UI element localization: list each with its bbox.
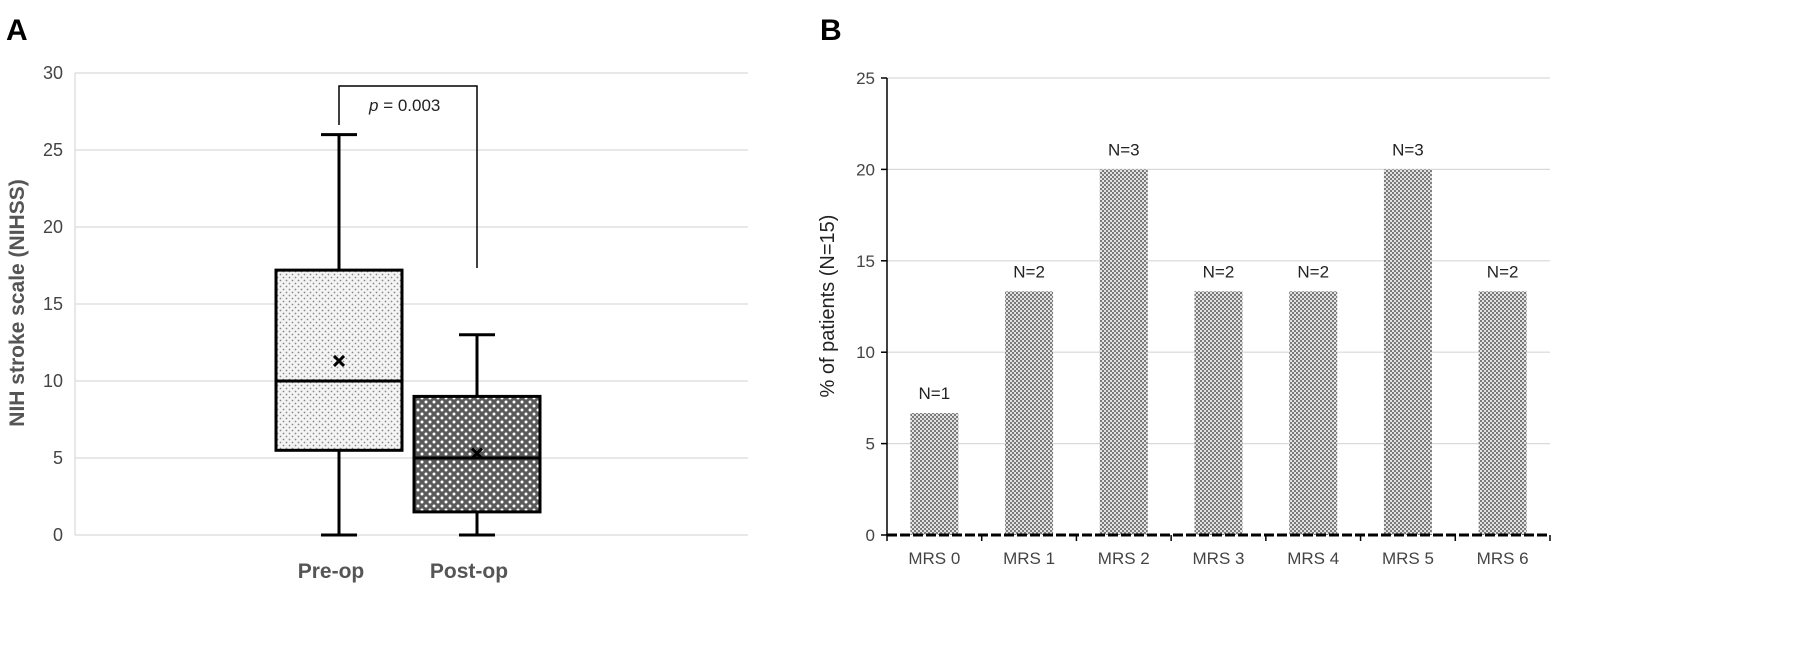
x-category-label-b-3: MRS 3 [1193, 549, 1245, 568]
p-value-label: p = 0.003 [368, 96, 440, 115]
x-category-label-a-0: Pre-op [298, 560, 365, 583]
y-ticks-a: 0 5 10 15 20 25 30 [43, 63, 63, 545]
mean-marker [332, 354, 346, 368]
y-tick-label-a-5: 5 [53, 448, 63, 468]
data-label-6: N=2 [1487, 262, 1519, 281]
x-categories-a: Pre-op Post-op [298, 560, 508, 583]
panel-a-boxplot: A NIH stroke scale (NIHSS) 051015202530 … [6, 14, 748, 583]
x-category-label-b-6: MRS 6 [1477, 549, 1529, 568]
y-tick-label-b-10: 10 [856, 343, 875, 362]
y-tick-label-a-0: 0 [53, 525, 63, 545]
y-tick-label-a-10: 10 [43, 371, 63, 391]
panel-letter-b: B [820, 14, 842, 47]
y-axis-label-a: NIH stroke scale (NIHSS) [6, 179, 29, 426]
bar-mrs-4 [1289, 291, 1338, 535]
data-label-0: N=1 [919, 384, 951, 403]
x-category-label-a-1: Post-op [430, 560, 508, 583]
bar-mrs-6 [1478, 291, 1527, 535]
boxes-a [274, 133, 542, 537]
x-category-label-b-0: MRS 0 [908, 549, 960, 568]
y-tick-label-b-5: 5 [866, 435, 875, 454]
x-category-label-b-2: MRS 2 [1098, 549, 1150, 568]
data-label-4: N=2 [1297, 262, 1329, 281]
y-tick-label-b-20: 20 [856, 160, 875, 179]
significance-bracket: p = 0.003 [338, 85, 478, 268]
panel-letter-a: A [6, 14, 28, 47]
x-categories-b: MRS 0 MRS 1 MRS 2 MRS 3 MRS 4 MRS 5 MRS 6 [908, 549, 1528, 568]
axes-b [886, 78, 1551, 541]
data-label-3: N=2 [1203, 262, 1235, 281]
box-postop [412, 333, 542, 537]
data-label-1: N=2 [1013, 262, 1045, 281]
y-tick-label-b-25: 25 [856, 69, 875, 88]
y-tick-label-a-30: 30 [43, 63, 63, 83]
bar-mrs-3 [1194, 291, 1243, 535]
y-tick-label-a-25: 25 [43, 140, 63, 160]
p-symbol: p [368, 96, 378, 115]
p-value-text: = 0.003 [378, 96, 440, 115]
bars-b [910, 169, 1527, 535]
y-tick-label-a-15: 15 [43, 294, 63, 314]
bracket-line [338, 85, 478, 268]
mean-marker [470, 447, 484, 460]
gridlines-a [74, 72, 748, 536]
bar-mrs-5 [1383, 169, 1432, 535]
data-label-2: N=3 [1108, 140, 1140, 159]
x-category-label-b-4: MRS 4 [1287, 549, 1339, 568]
bar-mrs-1 [1005, 291, 1054, 535]
y-tick-label-b-15: 15 [856, 252, 875, 271]
data-label-5: N=3 [1392, 140, 1424, 159]
x-category-label-b-5: MRS 5 [1382, 549, 1434, 568]
box-preop [274, 133, 404, 537]
bar-mrs-0 [910, 413, 959, 535]
y-axis-label-b: % of patients (N=15) [817, 215, 839, 398]
y-tick-label-a-20: 20 [43, 217, 63, 237]
bar-mrs-2 [1099, 169, 1148, 535]
y-ticks-b: 0 5 10 15 20 25 [856, 69, 887, 545]
x-category-label-b-1: MRS 1 [1003, 549, 1055, 568]
data-labels-b: N=1 N=2 N=3 N=2 N=2 N=3 N=2 [919, 140, 1519, 403]
y-tick-label-b-0: 0 [866, 526, 875, 545]
